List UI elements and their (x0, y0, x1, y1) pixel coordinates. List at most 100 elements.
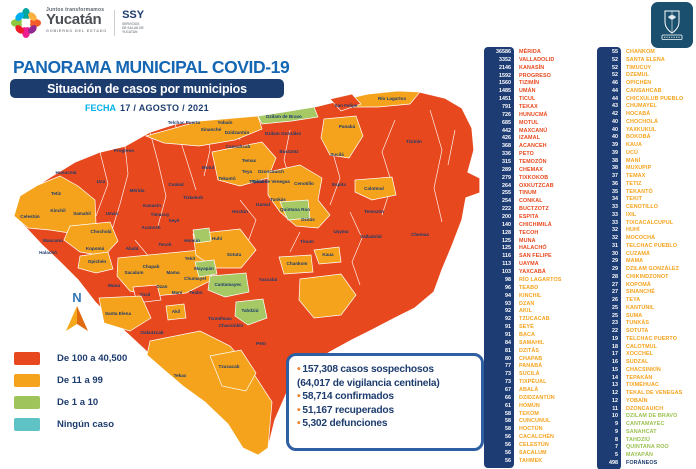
municipality-name: TIXKOKOB (519, 174, 549, 181)
municipality-patch (279, 199, 311, 221)
cases-column-1: 36586 3352 2146 1592 1560 1485 1451 791 726 685 44… (484, 47, 561, 468)
municipal-border (381, 119, 396, 216)
municipality-name: MAXCANÚ (519, 127, 548, 134)
map-municipality-label: Hoctún (232, 209, 248, 214)
municipality-patch (144, 115, 263, 147)
municipality-name: CHACSINKÍN (626, 366, 661, 373)
municipality-name: CACALCHÉN (519, 434, 555, 441)
case-count: 36 (612, 180, 618, 187)
case-count: 80 (505, 355, 511, 362)
map-municipality-label: Tecoh (158, 242, 171, 247)
map-municipality-label: Valladolid (360, 234, 382, 239)
case-count: 39 (612, 142, 618, 148)
municipality-patch (194, 259, 218, 278)
case-count: 40 (612, 134, 618, 141)
municipality-patch (165, 303, 187, 321)
map-municipality-label: Kopomá (86, 246, 105, 251)
municipality-name: TAHDZIÚ (626, 436, 650, 443)
case-count: 27 (612, 281, 618, 288)
map-municipality-label: Tekit (185, 256, 196, 261)
case-count: 128 (502, 229, 511, 236)
map-municipality-label: Acanceh (141, 225, 160, 230)
municipality-name: FORÁNEOS (626, 459, 658, 466)
map-municipality-label: Yobaín (218, 120, 233, 125)
case-count: 67 (505, 386, 511, 393)
municipality-name: ESPITA (519, 214, 539, 221)
municipality-name: UAYMA (519, 261, 539, 268)
yucatan-logo-icon (11, 8, 41, 38)
map-municipality-label: Dzan (157, 284, 168, 289)
case-count: 685 (502, 119, 511, 126)
map-municipality-label: Tepakán (249, 179, 267, 184)
case-count-strip: 55 52 52 52 46 44 44 43 42 40 40 40 39 39 38 38 37 36 35 34… (597, 47, 621, 469)
municipality-name: TIZIMÍN (519, 80, 540, 87)
case-count: 1592 (499, 72, 511, 79)
case-count: 12 (612, 390, 618, 396)
map-municipality-label: Kaua (322, 252, 334, 257)
map-municipality-label: Seyé (169, 218, 180, 223)
map-municipality-label: Opichén (88, 259, 107, 264)
case-count: 30 (612, 250, 618, 257)
municipality-name: SUCILÁ (519, 371, 540, 378)
case-count: 11 (612, 405, 618, 412)
municipality-name: RÍO LAGARTOS (519, 276, 562, 283)
municipality-name: DZIDZANTÚN (519, 394, 555, 401)
case-count: 22 (612, 328, 618, 334)
case-count: 103 (502, 269, 511, 276)
map-municipality-label: Mama (166, 270, 179, 275)
municipality-name: BOKOBÁ (626, 134, 651, 141)
municipality-patch (77, 251, 114, 274)
case-count: 55 (612, 49, 618, 55)
map-municipality-label: Maní (172, 290, 183, 295)
municipality-name: CHICXULUB PUEBLO (626, 95, 684, 102)
case-count: 37 (612, 173, 618, 179)
municipality-name: SAN FELIPE (519, 253, 552, 260)
map-municipality-label: Cenotillo (294, 181, 314, 186)
municipality-name: XOCCHEL (626, 351, 654, 358)
case-count: 5 (615, 452, 618, 458)
case-count: 73 (505, 371, 511, 378)
case-count: 1560 (499, 80, 511, 87)
case-count: 791 (502, 104, 511, 111)
case-count: 19 (612, 335, 618, 342)
map-municipality-label: Dzoncauich (258, 169, 284, 174)
legend-label: De 11 a 99 (57, 375, 103, 386)
municipality-patch (267, 164, 331, 229)
case-count: 94 (505, 292, 511, 299)
case-count: 56 (505, 434, 511, 441)
map-municipality-label: Espita (332, 182, 346, 187)
municipality-name: TEMOZÓN (519, 159, 547, 166)
map-municipality-label: Sacalum (125, 270, 144, 275)
municipality-name: UMÁN (519, 88, 536, 95)
case-count: 33 (612, 211, 618, 218)
case-count: 26 (612, 297, 618, 303)
municipality-name: TIMUCUY (626, 64, 652, 71)
municipality-name: KAUA (626, 142, 642, 148)
municipality-patch (313, 246, 342, 265)
case-count: 28 (612, 273, 618, 280)
case-count-strip: 36586 3352 2146 1592 1560 1485 1451 791 726 685 44… (484, 47, 514, 468)
municipality-name: BACA (519, 331, 535, 338)
municipality-name: MUNA (519, 237, 536, 244)
map-municipality-label: Ticul (140, 292, 151, 297)
case-count: 33 (612, 204, 618, 210)
map-municipality-label: Tekax (174, 373, 187, 378)
municipality-name: CENOTILLO (626, 204, 659, 210)
date-value: 17 / AGOSTO / 2021 (120, 103, 209, 113)
map-municipality-label: Chacsinkín (219, 323, 244, 328)
legend-row: De 11 a 99 (14, 374, 127, 387)
municipality-name: TELCHAC PUEBLO (626, 242, 678, 249)
map-municipality-label: Mérida (130, 188, 145, 193)
municipality-name: ABALÁ (519, 386, 539, 393)
map-municipality-label: Sotuta (227, 252, 242, 257)
municipality-name: DZONCAUICH (626, 405, 664, 412)
municipality-name: MAYAPÁN (626, 452, 653, 458)
municipality-name: TZUCACAB (519, 316, 550, 323)
case-count: 56 (505, 449, 511, 456)
case-count: 46 (612, 80, 618, 86)
map-municipality-label: Tekantó (218, 176, 235, 181)
municipality-name: SINANCHÉ (626, 289, 655, 296)
case-count: 315 (502, 159, 511, 166)
municipality-name: VALLADOLID (519, 56, 555, 63)
